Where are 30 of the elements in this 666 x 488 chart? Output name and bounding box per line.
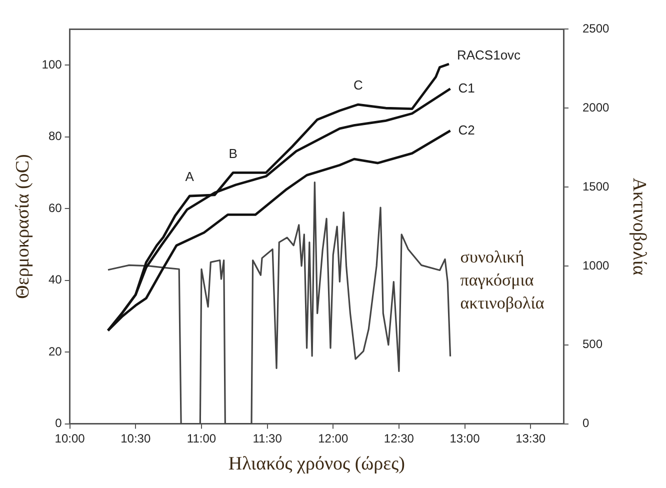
y2-tick-label: 500: [582, 337, 603, 352]
series-label: RACS1ovc: [456, 48, 522, 63]
y-axis-title: Θερμοκρασία (oC): [12, 154, 34, 299]
annotation: A: [185, 169, 194, 184]
y2-axis-title: Ακτινοβολία: [628, 178, 650, 276]
x-tick-label: 11:30: [252, 431, 282, 446]
x-tick-label: 12:00: [318, 431, 348, 446]
x-tick-label: 12:30: [384, 431, 414, 446]
x-axis-title: Ηλιακός χρόνος (ώρες): [228, 454, 405, 475]
annotation: C: [353, 78, 363, 93]
y2-tick-label: 2000: [582, 100, 610, 114]
y2-tick-label: 0: [582, 416, 590, 430]
y2-tick-label: 1000: [582, 258, 610, 272]
series-label: συνολική παγκόσμια ακτινοβολία: [460, 247, 544, 312]
x-tick-label: 13:00: [450, 431, 480, 446]
y-tick-label: 100: [42, 57, 62, 72]
x-tick-label: 11:00: [186, 431, 216, 446]
series-label: C1: [458, 80, 475, 96]
x-tick-label: 10:00: [54, 431, 86, 446]
y2-tick-label: 2500: [582, 22, 610, 36]
series-label: C2: [458, 122, 475, 138]
y-tick-label: 40: [48, 272, 62, 287]
y-tick-label: 0: [55, 416, 62, 430]
x-tick-label: 13:30: [516, 431, 546, 446]
y-tick-label: 80: [48, 129, 62, 144]
y2-tick-label: 1500: [582, 179, 610, 194]
y-tick-label: 60: [48, 200, 62, 215]
annotation: B: [228, 146, 238, 161]
y-tick-label: 20: [48, 344, 62, 358]
x-tick-label: 10:30: [120, 431, 151, 446]
